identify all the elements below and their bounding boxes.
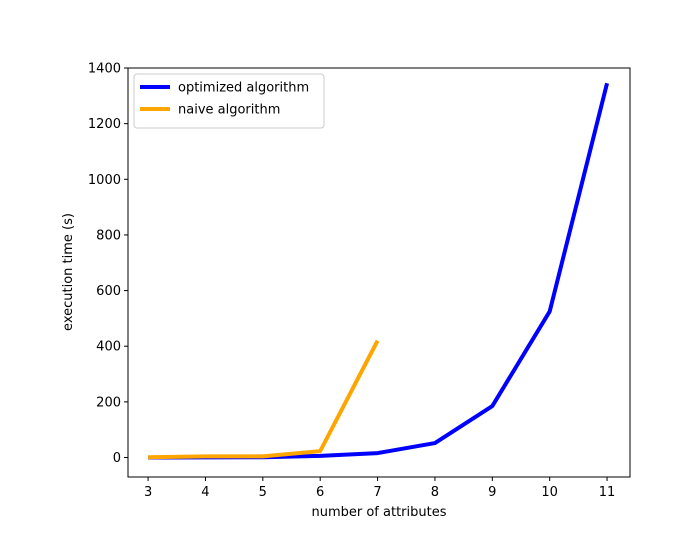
x-tick-label: 8 (431, 485, 439, 500)
x-axis-label: number of attributes (311, 505, 446, 520)
series-layer (148, 82, 609, 460)
x-tick-label: 4 (201, 485, 209, 500)
x-tick-label: 11 (599, 485, 616, 500)
legend-box (133, 73, 325, 129)
y-tick-label: 600 (96, 284, 121, 299)
plot-area (148, 82, 609, 460)
legend-label: optimized algorithm (178, 81, 309, 96)
legend-label: naive algorithm (178, 103, 280, 118)
ticks-layer: 3 4 5 6 7 8 9 10 11 0 200 400 600 800 1000 1200 1400 (88, 62, 615, 501)
y-axis-label: execution time (s) (61, 213, 76, 331)
y-tick-label: 400 (96, 340, 121, 355)
plot-frame (127, 67, 631, 478)
y-tick-label: 1400 (88, 62, 121, 77)
x-tick-label: 10 (541, 485, 558, 500)
y-tick-label: 200 (96, 395, 121, 410)
y-tick-label: 0 (113, 451, 121, 466)
x-tick-label: 5 (259, 485, 267, 500)
x-tick-label: 3 (144, 485, 152, 500)
x-tick-label: 7 (373, 485, 381, 500)
x-tick-label: 6 (316, 485, 324, 500)
y-tick-label: 800 (96, 228, 121, 243)
y-tick-label: 1200 (88, 117, 121, 132)
series-line-0 (148, 82, 609, 460)
legend: optimized algorithm naive algorithm (133, 73, 325, 129)
y-tick-label: 1000 (88, 173, 121, 188)
x-tick-label: 9 (488, 485, 496, 500)
series-line-1 (148, 339, 380, 460)
